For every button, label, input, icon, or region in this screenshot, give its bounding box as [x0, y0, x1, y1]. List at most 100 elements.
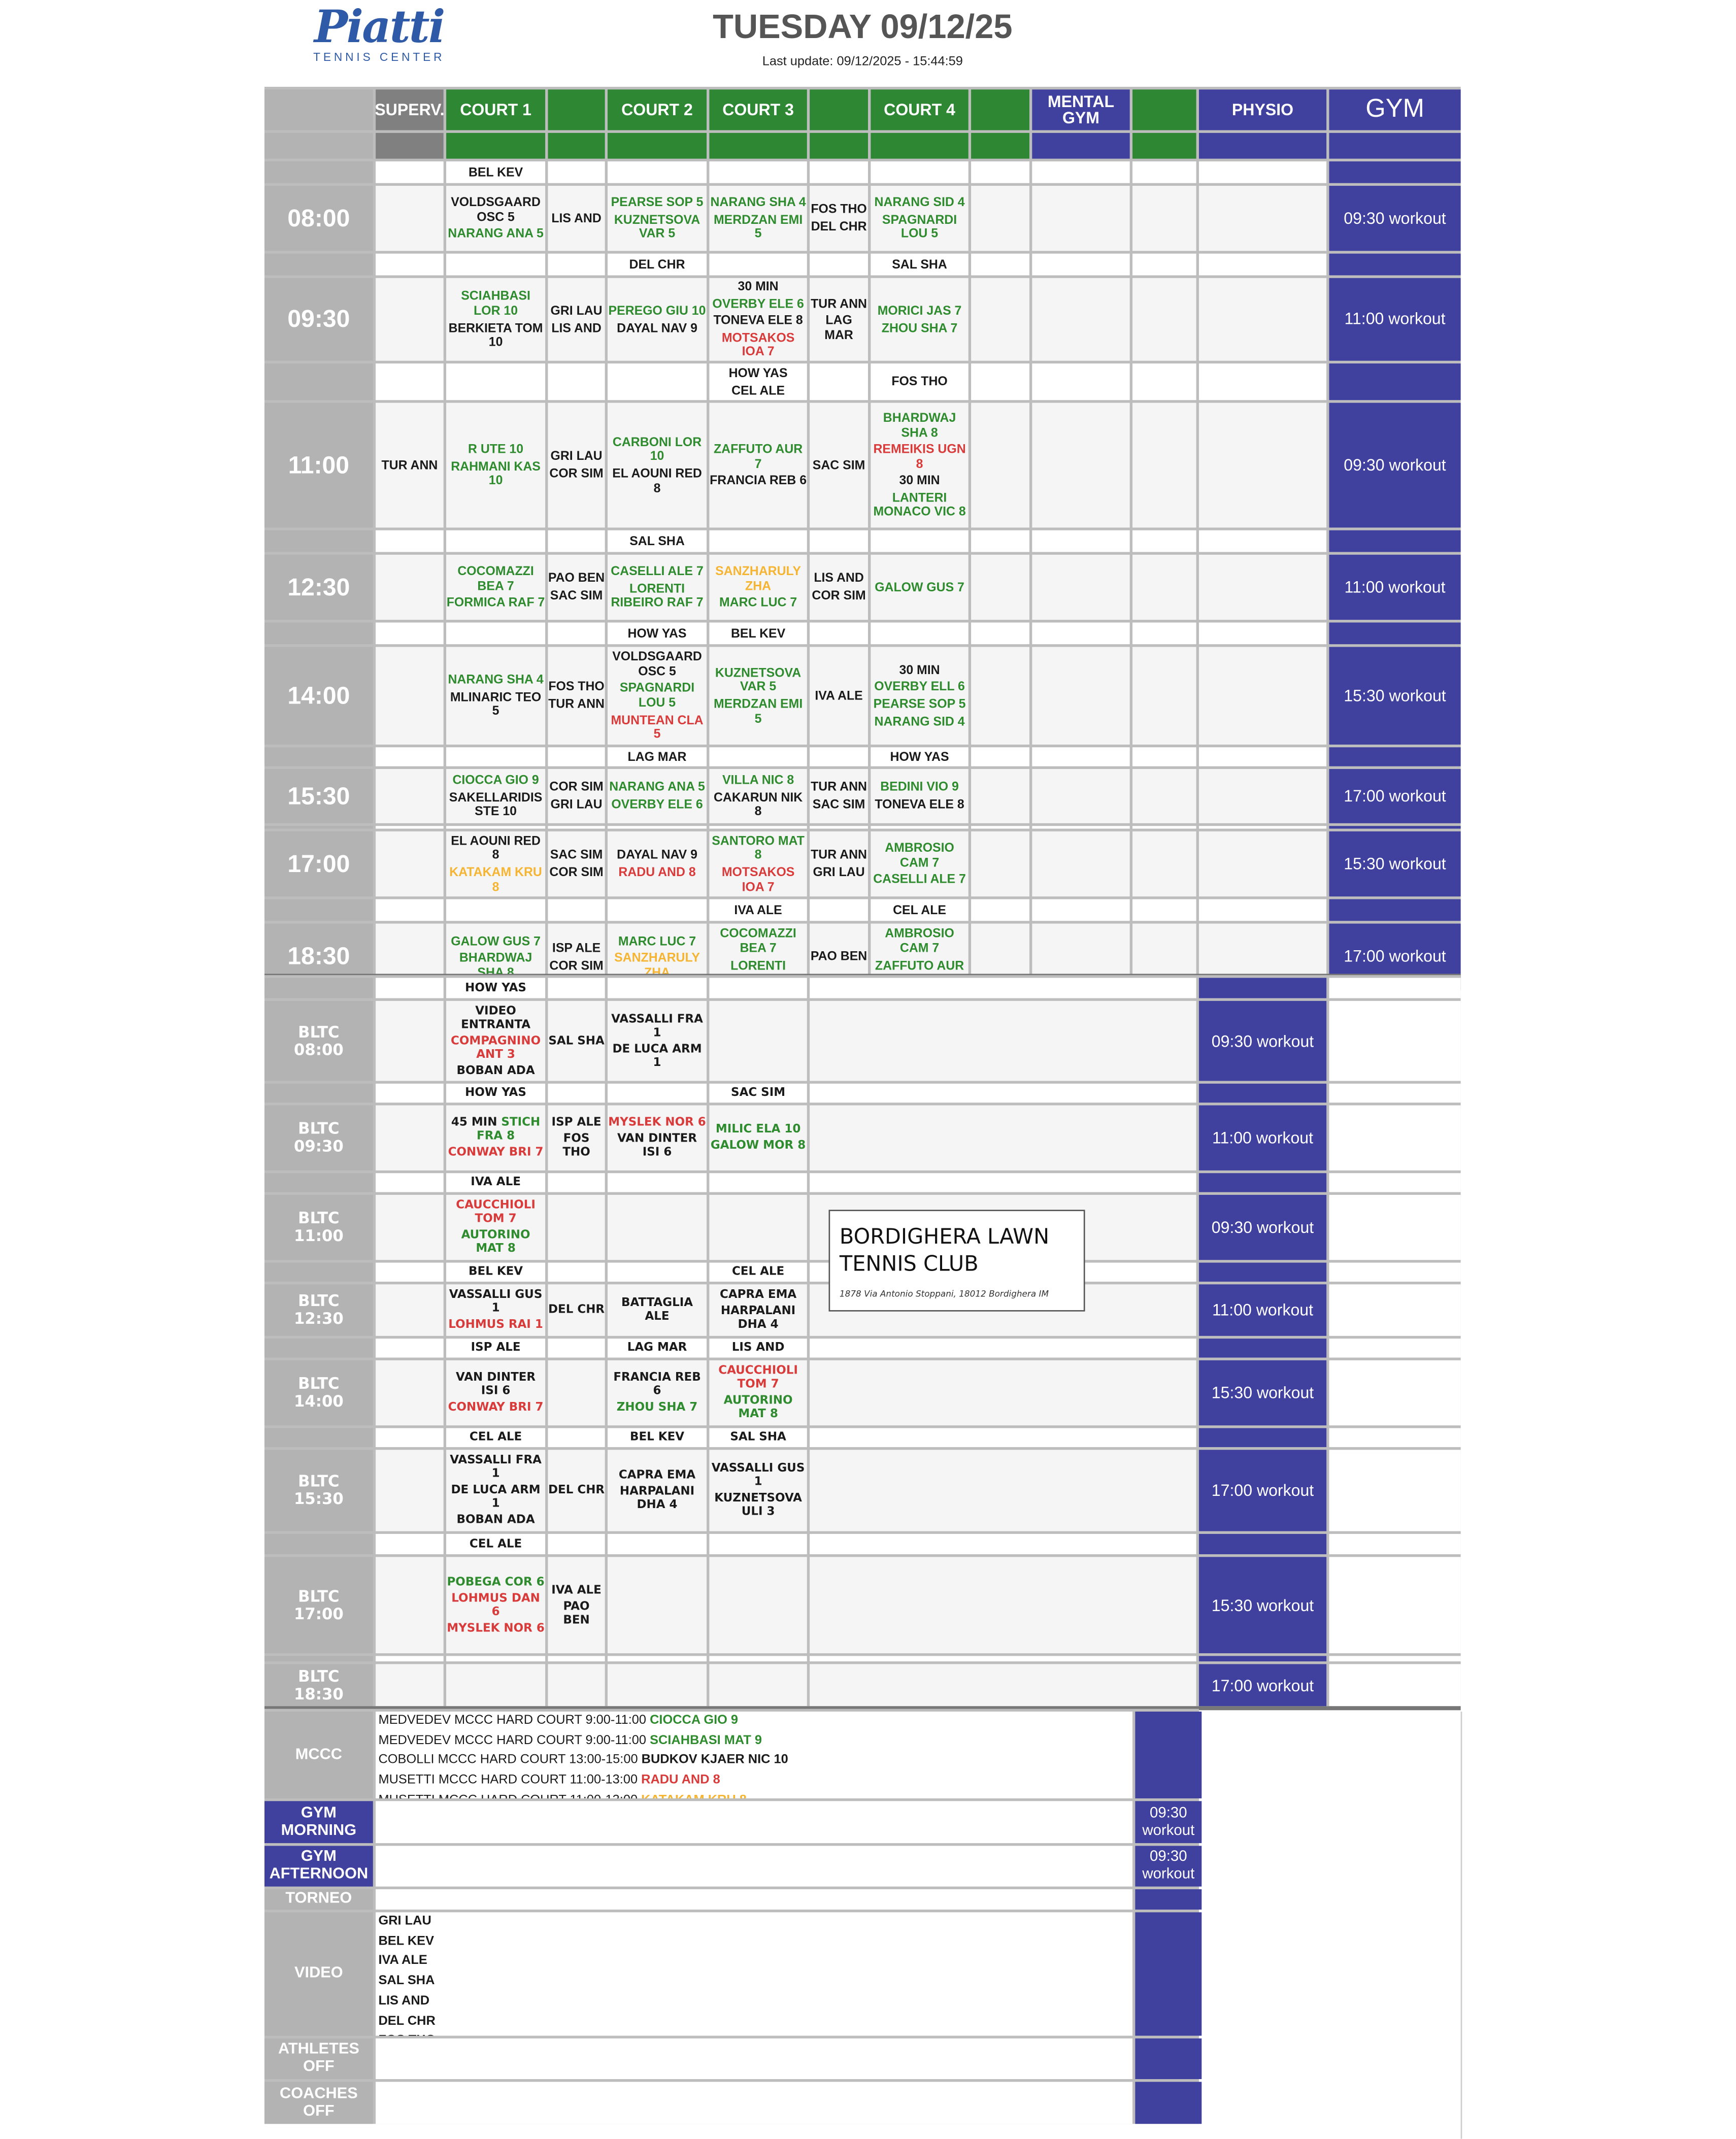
- booking-cell-court3b[interactable]: FOS THO DEL CHR: [810, 186, 869, 251]
- activity-notes[interactable]: [376, 1889, 1133, 1910]
- supervisor-cell-physio[interactable]: [1198, 826, 1327, 829]
- supervisor-cell-superv[interactable]: [376, 1656, 444, 1662]
- booking-cell-physio[interactable]: [1198, 278, 1327, 361]
- supervisor-cell-court3b[interactable]: [810, 622, 869, 645]
- supervisor-cell-court1b[interactable]: [548, 826, 605, 829]
- supervisor-cell-extra[interactable]: [1132, 363, 1196, 400]
- booking-cell-court2[interactable]: BATTAGLIA ALE: [608, 1284, 707, 1336]
- supervisor-cell-extra[interactable]: [1132, 161, 1196, 183]
- booking-cell-extra[interactable]: [1132, 186, 1196, 251]
- supervisor-cell-court1[interactable]: [446, 899, 546, 921]
- supervisor-cell-mental_gym[interactable]: [1032, 253, 1130, 276]
- booking-cell-court1[interactable]: [446, 1664, 546, 1707]
- supervisor-cell-mental_gym[interactable]: [1032, 363, 1130, 400]
- supervisor-cell-mental_gym[interactable]: [1032, 899, 1130, 921]
- supervisor-cell-rest[interactable]: [810, 1656, 1196, 1662]
- booking-cell-superv[interactable]: [376, 831, 444, 897]
- supervisor-cell-court3b[interactable]: [810, 161, 869, 183]
- booking-cell-court3[interactable]: MILIC ELA 10 GALOW MOR 8: [709, 1105, 807, 1171]
- supervisor-cell-court2[interactable]: [608, 1083, 707, 1103]
- supervisor-cell-rest[interactable]: [810, 1339, 1196, 1358]
- supervisor-cell-court3b[interactable]: [810, 363, 869, 400]
- supervisor-cell-court1b[interactable]: [548, 1339, 605, 1358]
- booking-cell-court2[interactable]: [608, 1664, 707, 1707]
- booking-cell-court3[interactable]: NARANG SHA 4 MERDZAN EMI 5: [709, 186, 807, 251]
- booking-cell-court1b[interactable]: SAC SIM COR SIM: [548, 831, 605, 897]
- supervisor-cell-court1b[interactable]: [548, 622, 605, 645]
- supervisor-cell-court1b[interactable]: [548, 1428, 605, 1447]
- supervisor-cell-court3[interactable]: CEL ALE: [709, 1262, 807, 1282]
- booking-cell-court1[interactable]: VASSALLI FRA 1 DE LUCA ARM 1 BOBAN ADA: [446, 1450, 546, 1531]
- booking-cell-court4[interactable]: NARANG SID 4 SPAGNARDI LOU 5: [871, 186, 969, 251]
- supervisor-cell-court2[interactable]: [608, 363, 707, 400]
- booking-cell-mental_gym[interactable]: [1032, 647, 1130, 745]
- supervisor-cell-extra[interactable]: [1132, 826, 1196, 829]
- booking-cell-court1b[interactable]: [548, 1360, 605, 1426]
- booking-cell-physio[interactable]: [1198, 768, 1327, 823]
- supervisor-cell-superv[interactable]: [376, 826, 444, 829]
- supervisor-cell-court2[interactable]: [608, 899, 707, 921]
- supervisor-cell-court1b[interactable]: [548, 1083, 605, 1103]
- supervisor-cell-mental_gym[interactable]: [1032, 161, 1130, 183]
- supervisor-cell-court3[interactable]: [709, 1173, 807, 1192]
- booking-cell-physio[interactable]: [1198, 186, 1327, 251]
- supervisor-cell-court4b[interactable]: [971, 161, 1029, 183]
- booking-cell-superv[interactable]: [376, 1664, 444, 1707]
- supervisor-cell-court1b[interactable]: [548, 1262, 605, 1282]
- booking-cell-extra[interactable]: [1132, 831, 1196, 897]
- booking-cell-court4b[interactable]: [971, 647, 1029, 745]
- booking-cell-court3[interactable]: [709, 1000, 807, 1081]
- booking-cell-court1b[interactable]: DEL CHR: [548, 1450, 605, 1531]
- booking-cell-superv[interactable]: [376, 278, 444, 361]
- supervisor-cell-court4b[interactable]: [971, 826, 1029, 829]
- supervisor-cell-mental_gym[interactable]: [1032, 622, 1130, 645]
- booking-cell-court3[interactable]: KUZNETSOVA VAR 5 MERDZAN EMI 5: [709, 647, 807, 745]
- supervisor-cell-court1[interactable]: [446, 253, 546, 276]
- supervisor-cell-superv[interactable]: [376, 1173, 444, 1192]
- supervisor-cell-court1[interactable]: [446, 1656, 546, 1662]
- supervisor-cell-superv[interactable]: [376, 161, 444, 183]
- booking-cell-extra[interactable]: [1132, 554, 1196, 620]
- supervisor-cell-court3b[interactable]: [810, 530, 869, 552]
- booking-cell-court3b[interactable]: TUR ANN SAC SIM: [810, 768, 869, 823]
- booking-cell-court4b[interactable]: [971, 831, 1029, 897]
- supervisor-cell-court3[interactable]: [709, 747, 807, 766]
- booking-cell-court2[interactable]: CASELLI ALE 7 LORENTI RIBEIRO RAF 7: [608, 554, 707, 620]
- booking-cell-court3[interactable]: [709, 1557, 807, 1654]
- booking-cell-court3[interactable]: VASSALLI GUS 1 KUZNETSOVA ULI 3: [709, 1450, 807, 1531]
- supervisor-cell-court3[interactable]: SAC SIM: [709, 1083, 807, 1103]
- booking-cell-court1[interactable]: EL AOUNI RED 8 KATAKAM KRU 8: [446, 831, 546, 897]
- booking-cell-court2[interactable]: CARBONI LOR 10 EL AOUNI RED 8: [608, 403, 707, 528]
- booking-cell-court2[interactable]: DAYAL NAV 9 RADU AND 8: [608, 831, 707, 897]
- supervisor-cell-court2[interactable]: [608, 978, 707, 998]
- supervisor-cell-superv[interactable]: [376, 1083, 444, 1103]
- booking-cell-superv[interactable]: [376, 1284, 444, 1336]
- booking-cell-court2[interactable]: MYSLEK NOR 6 VAN DINTER ISI 6: [608, 1105, 707, 1171]
- booking-cell-court4b[interactable]: [971, 768, 1029, 823]
- booking-cell-court3b[interactable]: TUR ANN LAG MAR: [810, 278, 869, 361]
- booking-cell-extra[interactable]: [1132, 647, 1196, 745]
- supervisor-cell-superv[interactable]: [376, 253, 444, 276]
- booking-cell-court3b[interactable]: SAC SIM: [810, 403, 869, 528]
- supervisor-cell-superv[interactable]: [376, 1339, 444, 1358]
- booking-cell-court4[interactable]: 30 MIN OVERBY ELL 6 PEARSE SOP 5 NARANG SID…: [871, 647, 969, 745]
- booking-cell-court1b[interactable]: PAO BEN SAC SIM: [548, 554, 605, 620]
- supervisor-cell-court2[interactable]: [608, 826, 707, 829]
- supervisor-cell-court4[interactable]: SAL SHA: [871, 253, 969, 276]
- booking-cell-extra[interactable]: [1132, 768, 1196, 823]
- supervisor-cell-court1[interactable]: CEL ALE: [446, 1533, 546, 1554]
- supervisor-cell-court1[interactable]: HOW YAS: [446, 978, 546, 998]
- supervisor-cell-rest[interactable]: [810, 1083, 1196, 1103]
- booking-cell-extra[interactable]: [1132, 403, 1196, 528]
- supervisor-cell-extra[interactable]: [1132, 622, 1196, 645]
- supervisor-cell-court1[interactable]: BEL KEV: [446, 1262, 546, 1282]
- booking-cell-court1[interactable]: POBEGA COR 6 LOHMUS DAN 6 MYSLEK NOR 6: [446, 1557, 546, 1654]
- supervisor-cell-court3[interactable]: LIS AND: [709, 1339, 807, 1358]
- booking-cell-superv[interactable]: [376, 554, 444, 620]
- booking-cell-court1[interactable]: CIOCCA GIO 9 SAKELLARIDIS STE 10: [446, 768, 546, 823]
- booking-cell-court4[interactable]: BHARDWAJ SHA 8 REMEIKIS UGN 8 30 MIN LANTER…: [871, 403, 969, 528]
- supervisor-cell-court4[interactable]: FOS THO: [871, 363, 969, 400]
- booking-cell-superv[interactable]: [376, 768, 444, 823]
- booking-cell-court1b[interactable]: GRI LAU LIS AND: [548, 278, 605, 361]
- supervisor-cell-court4[interactable]: [871, 826, 969, 829]
